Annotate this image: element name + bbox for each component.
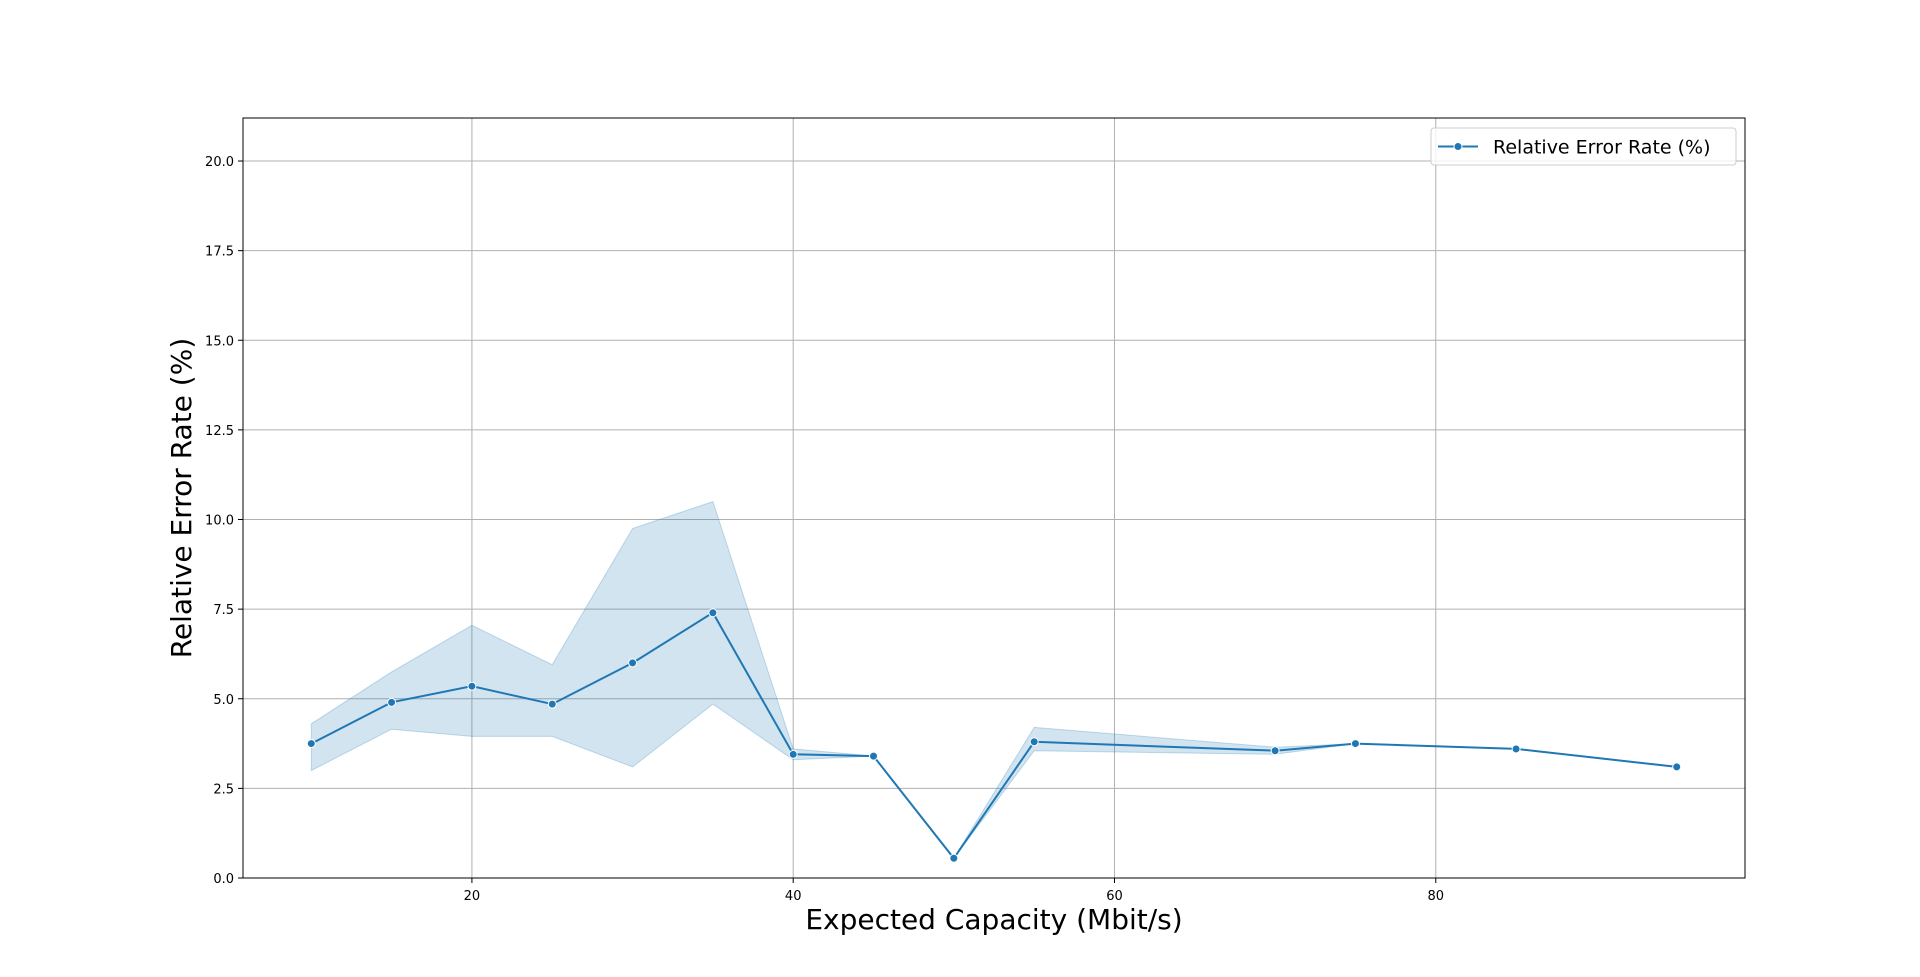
y-tick-label: 7.5 bbox=[213, 603, 234, 618]
data-point bbox=[1672, 762, 1682, 772]
series-line bbox=[310, 611, 1677, 860]
data-point bbox=[387, 697, 397, 707]
data-point bbox=[1029, 737, 1039, 747]
y-tick-label: 20.0 bbox=[205, 155, 234, 170]
plot-frame bbox=[242, 117, 1746, 879]
x-axis-ticks: 20 40 60 80 bbox=[464, 878, 1444, 904]
y-tick-label: 2.5 bbox=[213, 782, 234, 797]
y-axis-label: Relative Error Rate (%) bbox=[165, 338, 198, 659]
x-tick-label: 40 bbox=[785, 889, 802, 904]
y-tick-label: 10.0 bbox=[205, 514, 234, 529]
legend-entry: Relative Error Rate (%) bbox=[1493, 137, 1711, 159]
x-tick-label: 80 bbox=[1427, 889, 1444, 904]
data-point bbox=[467, 681, 477, 691]
error-band bbox=[310, 500, 1677, 860]
y-axis-ticks: 0.0 2.5 5.0 7.5 10.0 12.5 15.0 17.5 20.0 bbox=[205, 155, 243, 887]
x-tick-label: 20 bbox=[464, 889, 481, 904]
x-axis-label: Expected Capacity (Mbit/s) bbox=[805, 903, 1182, 936]
data-point bbox=[306, 739, 316, 749]
data-point bbox=[788, 749, 798, 759]
data-point bbox=[708, 608, 718, 618]
y-tick-label: 5.0 bbox=[213, 693, 234, 708]
grid-lines bbox=[243, 118, 1745, 879]
y-tick-label: 12.5 bbox=[205, 424, 234, 439]
data-point bbox=[1350, 739, 1360, 749]
legend-box bbox=[1430, 127, 1737, 166]
data-point bbox=[547, 699, 557, 709]
legend: Relative Error Rate (%) bbox=[1430, 127, 1737, 166]
y-tick-label: 0.0 bbox=[213, 872, 234, 887]
legend-dot-marker bbox=[1453, 142, 1463, 151]
data-point bbox=[1270, 746, 1280, 756]
series-polyline bbox=[310, 611, 1677, 860]
data-point bbox=[628, 658, 638, 668]
confidence-band bbox=[310, 500, 1677, 860]
y-tick-label: 15.0 bbox=[205, 334, 234, 349]
y-tick-label: 17.5 bbox=[205, 245, 234, 260]
data-point bbox=[1511, 744, 1521, 754]
x-tick-label: 60 bbox=[1106, 889, 1123, 904]
series-points bbox=[306, 608, 1682, 863]
data-point bbox=[869, 751, 879, 761]
data-point bbox=[949, 853, 959, 863]
